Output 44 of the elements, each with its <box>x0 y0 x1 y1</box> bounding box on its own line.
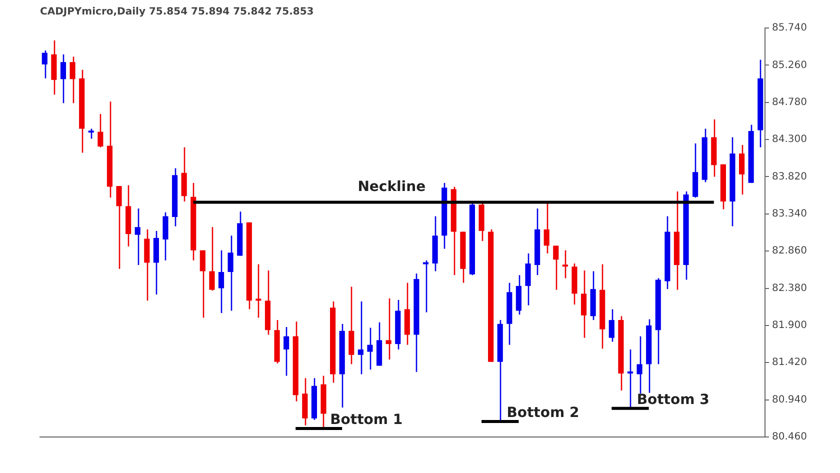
candlestick <box>42 50 48 79</box>
y-tick-label: 82.380 <box>772 282 808 294</box>
candlestick <box>209 226 215 292</box>
candlestick <box>627 348 634 409</box>
candlestick <box>181 146 187 202</box>
y-tick-label: 80.460 <box>772 432 808 443</box>
y-tick-label: 80.940 <box>772 394 808 406</box>
candlestick <box>525 252 531 306</box>
chart-title: CADJPYmicro,Daily 75.854 75.894 75.842 75.853 <box>40 6 314 18</box>
candlestick <box>228 234 234 312</box>
y-tick-label: 85.260 <box>772 60 808 71</box>
candlestick <box>636 336 642 394</box>
candlestick <box>367 327 373 370</box>
candlestick <box>162 212 168 262</box>
series-label: Neckline <box>358 178 426 195</box>
candlestick <box>580 270 587 338</box>
candlestick <box>116 185 122 270</box>
candlestick <box>134 208 140 266</box>
candlestick <box>70 56 76 104</box>
y-tick-label: 84.300 <box>772 134 808 146</box>
y-tick-label: 84.780 <box>772 96 808 108</box>
y-tick-label: 83.820 <box>772 171 808 182</box>
candlestick <box>98 113 104 148</box>
candlestick <box>256 264 262 318</box>
series-label: Bottom 3 <box>636 392 710 408</box>
y-tick-label: 81.900 <box>772 320 808 332</box>
y-tick-label: 82.860 <box>772 246 808 257</box>
candlestick <box>608 308 614 342</box>
candlestick <box>553 245 559 290</box>
candlestick <box>88 128 94 140</box>
candlestick <box>738 144 745 196</box>
candlestick <box>218 250 224 314</box>
y-tick-label: 81.420 <box>772 357 808 368</box>
y-tick-label: 83.340 <box>772 208 808 220</box>
y-tick-label: 85.740 <box>772 22 808 34</box>
candlestick <box>60 54 66 104</box>
candlestick <box>358 300 364 375</box>
candlestick <box>422 260 429 313</box>
series-label: Bottom 1 <box>330 412 403 428</box>
series-label: Bottom 2 <box>506 405 580 422</box>
candlestick <box>200 250 206 318</box>
candlestick <box>386 298 392 360</box>
candlestick <box>562 250 568 279</box>
candlestick <box>284 326 290 376</box>
